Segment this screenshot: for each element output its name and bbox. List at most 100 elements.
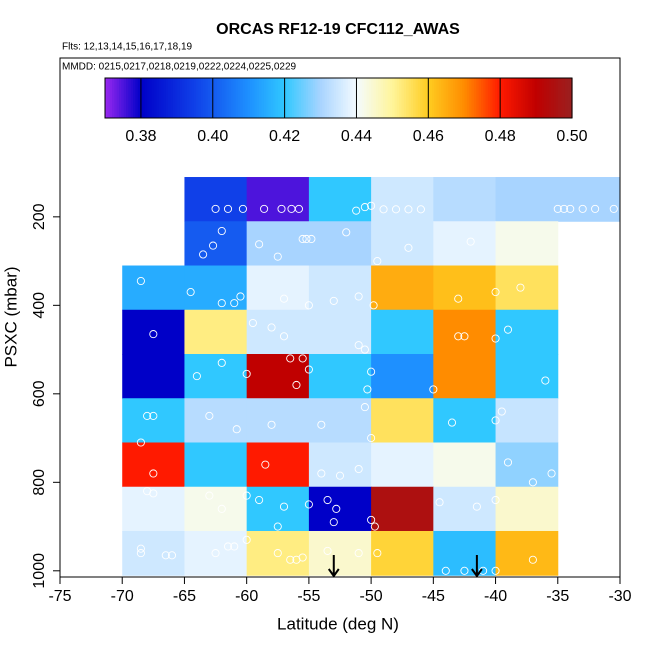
flight-point <box>273 522 282 531</box>
flight-point <box>472 502 481 511</box>
colorbar-segment <box>149 78 153 118</box>
colorbar-segment <box>266 78 270 118</box>
colorbar-segment <box>151 78 155 118</box>
flight-point <box>136 544 145 553</box>
heatmap-cell <box>371 442 434 488</box>
colorbar-segment <box>198 78 202 118</box>
colorbar-segment <box>228 78 232 118</box>
flight-point <box>566 204 575 213</box>
flight-point <box>192 372 201 381</box>
colorbar-segment <box>240 78 244 118</box>
colorbar-segment <box>207 78 211 118</box>
colorbar-segment <box>184 78 188 118</box>
colorbar-segment <box>189 78 192 118</box>
flight-point <box>491 288 500 297</box>
flight-point <box>547 469 556 478</box>
flight-point <box>317 469 326 478</box>
heatmap-cell <box>184 265 248 311</box>
colorbar-segment <box>161 78 164 118</box>
subtitle: MMDD: 0215,0217,0218,0219,0222,0224,0225… <box>62 62 297 73</box>
colorbar-segment <box>340 78 344 118</box>
flight-point <box>248 318 257 328</box>
colorbar-segment <box>557 78 561 118</box>
colorbar-segment <box>389 78 393 118</box>
colorbar-segment <box>191 78 195 118</box>
colorbar-segment <box>466 78 470 118</box>
colorbar-segment <box>513 78 517 118</box>
colorbar-segment <box>476 78 480 118</box>
heatmap-cell <box>246 398 310 443</box>
colorbar-segment <box>317 78 321 118</box>
colorbar-segment <box>158 78 162 118</box>
flight-point <box>223 542 233 551</box>
colorbar-segment <box>259 78 263 118</box>
heatmap-cell <box>184 398 248 443</box>
flight-point <box>317 420 326 429</box>
colorbar-segment <box>284 78 288 118</box>
colorbar-tick-label: 0.48 <box>485 128 516 145</box>
heatmap-cell <box>371 398 434 443</box>
colorbar-segment <box>431 78 435 118</box>
flight-point <box>294 204 303 213</box>
colorbar-segment <box>303 78 307 118</box>
heatmap-cell <box>184 354 248 399</box>
flight-point <box>298 553 307 562</box>
flight-point <box>267 323 276 332</box>
colorbar-segment <box>329 78 333 118</box>
colorbar-segment <box>270 78 274 118</box>
flight-point <box>232 425 241 434</box>
heatmap-cell <box>246 265 310 311</box>
heatmap-cell <box>433 486 497 532</box>
flight-point <box>304 301 313 310</box>
chart-title: ORCAS RF12-19 CFC112_AWAS <box>216 21 460 38</box>
heatmap-cell <box>246 354 310 399</box>
flight-point <box>541 376 550 385</box>
flight-point <box>211 204 220 213</box>
flight-point <box>503 325 513 334</box>
colorbar-segment <box>130 78 134 118</box>
colorbar-segment <box>541 78 545 118</box>
colorbar-segment <box>368 78 372 118</box>
colorbar-tick-label: 0.40 <box>197 128 228 145</box>
colorbar-segment <box>177 78 181 118</box>
flight-point <box>273 252 282 261</box>
heatmap-cell <box>246 530 310 576</box>
flight-point <box>391 205 401 214</box>
heatmap-cell <box>433 221 497 267</box>
colorbar-segment <box>179 78 183 118</box>
flight-point <box>261 460 270 469</box>
colorbar-segment <box>380 78 384 118</box>
flight-point <box>143 411 152 420</box>
colorbar-segment <box>165 78 169 118</box>
colorbar-segment <box>464 78 468 118</box>
flight-point <box>363 385 372 394</box>
colorbar-segment <box>326 78 330 118</box>
heatmap-cell <box>433 354 497 399</box>
flight-point <box>491 566 500 575</box>
heatmap-cell <box>122 354 185 399</box>
flight-point <box>559 204 569 213</box>
colorbar-segment <box>275 78 279 118</box>
x-tick-label: -40 <box>484 588 507 605</box>
heatmap-cell <box>122 398 185 443</box>
flight-point <box>460 566 469 575</box>
colorbar-segment <box>126 78 129 118</box>
heatmap-cell <box>495 221 559 267</box>
flight-point <box>217 226 226 236</box>
flight-point <box>497 407 506 416</box>
colorbar-segment <box>553 78 557 118</box>
colorbar-segment <box>261 78 265 118</box>
colorbar-segment <box>298 78 302 118</box>
colorbar-segment <box>473 78 477 118</box>
flight-point <box>230 542 239 551</box>
colorbar-segment <box>133 78 136 118</box>
colorbar-segment <box>301 78 305 118</box>
x-tick-label: -65 <box>173 588 196 605</box>
flight-point <box>528 478 537 487</box>
heatmap-cell <box>184 530 248 576</box>
colorbar-segment <box>396 78 400 118</box>
heatmap-cell <box>308 442 372 488</box>
flight-point <box>373 257 382 266</box>
colorbar-segment <box>219 78 223 118</box>
colorbar-segment <box>506 78 510 118</box>
